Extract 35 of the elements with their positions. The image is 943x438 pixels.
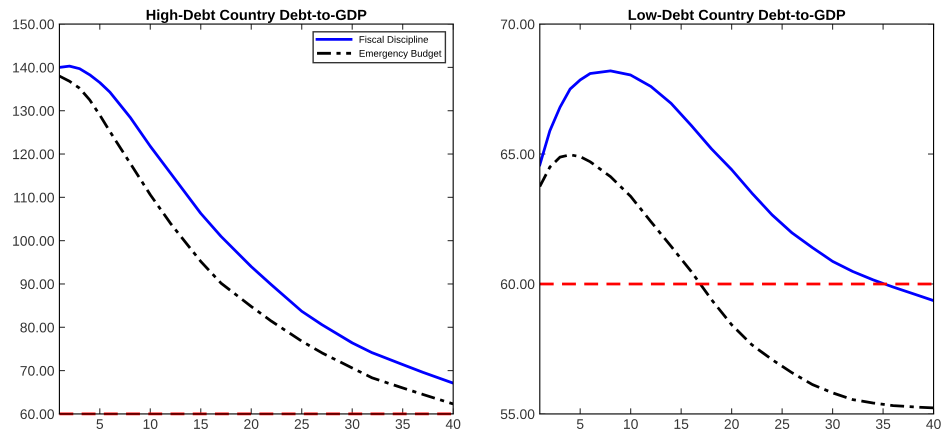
- y-tick-label: 70.00: [20, 366, 54, 376]
- x-tick-label: 35: [876, 419, 890, 429]
- x-tick-label: 25: [294, 419, 309, 429]
- y-tick-label: 55.00: [500, 409, 534, 420]
- x-tick-label: 35: [396, 419, 410, 429]
- y-tick-label: 120.00: [13, 149, 54, 160]
- y-tick-label: 80.00: [20, 322, 54, 332]
- x-tick-label: 20: [724, 419, 739, 429]
- chart-title: High-Debt Country Debt-to-GDP: [146, 9, 366, 24]
- x-tick-label: 15: [674, 419, 688, 429]
- x-tick-label: 40: [926, 419, 941, 429]
- x-tick-label: 15: [194, 419, 208, 429]
- x-tick-label: 25: [775, 419, 790, 429]
- chart-title: Low-Debt Country Debt-to-GDP: [628, 9, 846, 23]
- legend-label: Fiscal Discipline: [360, 36, 428, 45]
- y-tick-label: 100.00: [13, 236, 54, 246]
- y-tick-label: 130.00: [13, 106, 54, 116]
- y-tick-label: 150.00: [13, 19, 54, 30]
- x-tick-label: 10: [144, 419, 158, 429]
- y-tick-label: 65.00: [500, 149, 534, 160]
- y-tick-label: 60.00: [500, 279, 534, 290]
- y-tick-label: 60.00: [20, 409, 54, 420]
- x-tick-label: 30: [825, 419, 840, 429]
- y-tick-label: 110.00: [14, 192, 54, 203]
- x-tick-label: 5: [576, 419, 584, 429]
- x-tick-label: 20: [244, 419, 258, 429]
- legend-label: Emergency Budget: [360, 50, 442, 59]
- y-tick-label: 70.00: [500, 19, 534, 30]
- x-tick-label: 10: [624, 419, 638, 429]
- x-tick-label: 5: [96, 419, 104, 429]
- y-tick-label: 90.00: [20, 279, 54, 290]
- y-tick-label: 140.00: [13, 62, 54, 73]
- x-tick-label: 40: [446, 419, 460, 429]
- x-tick-label: 30: [345, 419, 360, 429]
- line-series: [540, 69, 934, 302]
